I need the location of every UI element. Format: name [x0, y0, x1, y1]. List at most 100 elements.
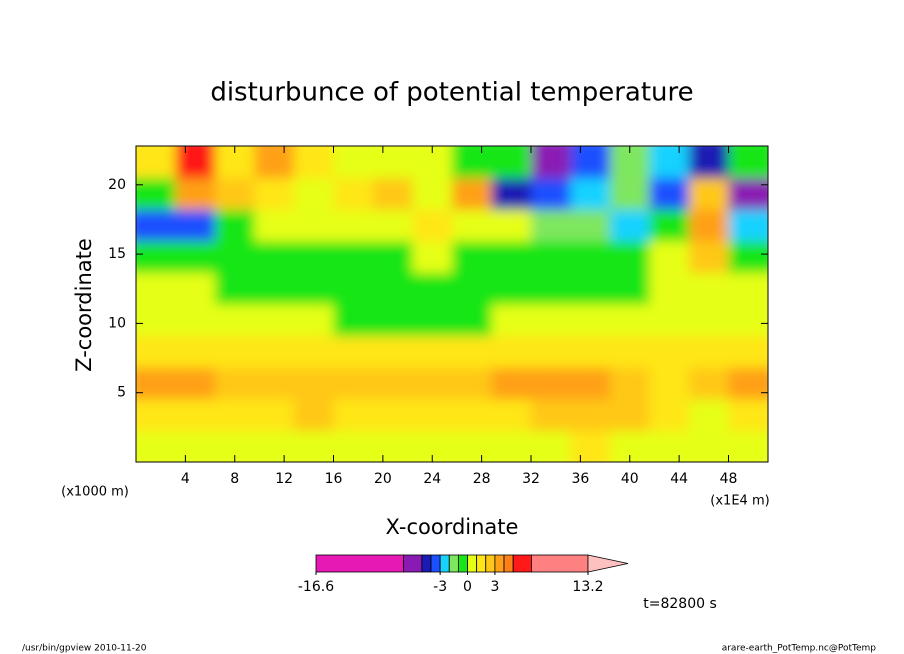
field-cell	[136, 430, 177, 462]
field-cell	[649, 146, 690, 179]
field-cell	[294, 304, 335, 337]
field-cell	[610, 177, 651, 210]
field-cell	[570, 146, 611, 179]
colorbar-segment	[467, 554, 478, 573]
field-cell	[412, 335, 453, 368]
field-cell	[491, 304, 532, 337]
field-cell	[412, 367, 453, 400]
field-cell	[215, 240, 256, 273]
colorbar-segment	[512, 554, 532, 573]
field-cell	[491, 335, 532, 368]
colorbar-extend	[587, 554, 629, 573]
colorbar-segment	[448, 554, 459, 573]
colorbar-tick-label: 0	[463, 579, 472, 595]
field-cell	[254, 177, 295, 210]
field-cell	[531, 398, 572, 431]
field-cell	[215, 335, 256, 368]
field-cell	[570, 304, 611, 337]
field-cell	[412, 304, 453, 337]
colorbar-tick-label: -3	[433, 579, 447, 595]
field-cell	[136, 209, 177, 242]
field-cell	[373, 335, 414, 368]
field-cell	[373, 430, 414, 462]
field-cell	[649, 398, 690, 431]
field-cell	[254, 430, 295, 462]
field-cell	[175, 146, 216, 179]
field-cell	[649, 430, 690, 462]
footer-right: arare-earth_PotTemp.nc@PotTemp	[722, 644, 877, 654]
x-tick-label: 28	[473, 471, 491, 487]
field-cell	[175, 430, 216, 462]
field-cell	[689, 335, 730, 368]
field-cell	[491, 430, 532, 462]
field-cell	[294, 177, 335, 210]
field-cell	[136, 272, 177, 305]
field-cell	[570, 177, 611, 210]
colorbar-segment	[430, 554, 441, 573]
field-cell	[649, 304, 690, 337]
field-cell	[215, 146, 256, 179]
x-tick-label: 24	[423, 471, 441, 487]
field-cell	[689, 177, 730, 210]
colorbar-segment	[503, 554, 514, 573]
field-cell	[610, 430, 651, 462]
field-cell	[531, 272, 572, 305]
field-cell	[254, 240, 295, 273]
footer-left: /usr/bin/gpview 2010-11-20	[22, 644, 147, 654]
x-tick-label: 36	[571, 471, 589, 487]
y-axis-label: Z-coordinate	[72, 238, 96, 372]
field-cell	[689, 240, 730, 273]
field-cell	[728, 146, 768, 179]
field-cell	[570, 367, 611, 400]
plot-frame	[135, 145, 769, 463]
field-cell	[412, 177, 453, 210]
field-cell	[452, 146, 493, 179]
field-cell	[531, 335, 572, 368]
field-cell	[136, 335, 177, 368]
field-cell	[333, 272, 374, 305]
colorbar: -16.6 -3 0 3 13.2	[298, 554, 629, 595]
field-cell	[689, 209, 730, 242]
field-cell	[136, 367, 177, 400]
field-cell	[649, 209, 690, 242]
field-cell	[570, 430, 611, 462]
field-cell	[215, 272, 256, 305]
field-cell	[531, 304, 572, 337]
field-cell	[728, 304, 768, 337]
field-cell	[491, 398, 532, 431]
field-cell	[215, 430, 256, 462]
field-cell	[649, 240, 690, 273]
field-cell	[333, 367, 374, 400]
field-cell	[412, 209, 453, 242]
field-cell	[175, 398, 216, 431]
field-cell	[333, 240, 374, 273]
field-cell	[531, 146, 572, 179]
field-cell	[412, 240, 453, 273]
x-tick-label: 4	[181, 471, 190, 487]
field-cell	[254, 272, 295, 305]
field-cell	[373, 398, 414, 431]
field-cell	[452, 272, 493, 305]
field-cell	[610, 398, 651, 431]
field-cell	[452, 209, 493, 242]
y-tick-label: 15	[108, 246, 126, 262]
field-cell	[254, 367, 295, 400]
field-cell	[728, 177, 768, 210]
colorbar-segment	[476, 554, 487, 573]
field-cell	[215, 177, 256, 210]
field-cell	[610, 240, 651, 273]
colorbar-segment	[421, 554, 432, 573]
time-label: t=82800 s	[643, 596, 717, 612]
field-cell	[531, 209, 572, 242]
field-cell	[175, 209, 216, 242]
field-cell	[570, 240, 611, 273]
field-cell	[333, 398, 374, 431]
x-tick-label: 8	[230, 471, 239, 487]
field-cell	[452, 335, 493, 368]
field-cell	[531, 430, 572, 462]
field-cell	[728, 430, 768, 462]
field-cell	[294, 367, 335, 400]
field-cell	[649, 335, 690, 368]
field-cell	[610, 146, 651, 179]
